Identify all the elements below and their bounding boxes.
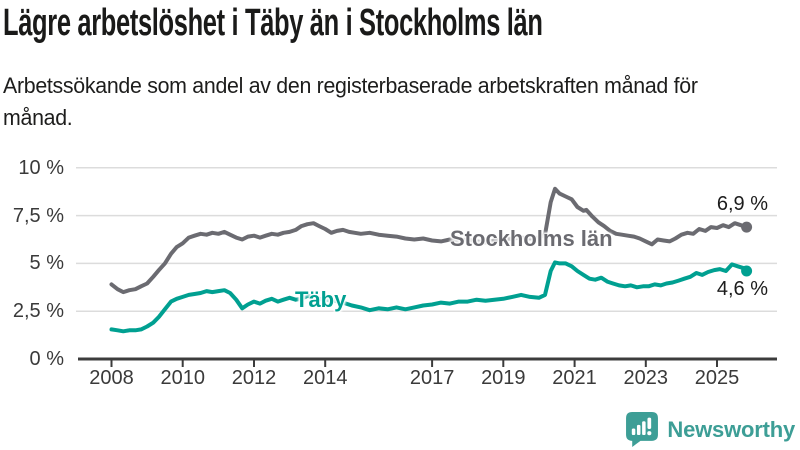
page-title: Lägre arbetslöshet i Täby än i Stockholm…: [3, 2, 800, 45]
series-end-dot-taby: [741, 265, 753, 277]
y-axis-tick-label: 7,5 %: [12, 204, 64, 227]
y-axis-tick-label: 10 %: [18, 156, 64, 179]
end-value-stockholms-lan: 6,9 %: [716, 193, 768, 215]
x-axis-tick-label: 2025: [694, 367, 740, 389]
y-axis-tick-label: 0 %: [29, 348, 64, 370]
x-axis-tick-label: 2017: [409, 367, 455, 389]
brand-name: Newsworthy: [667, 416, 795, 442]
page-title-text: Lägre arbetslöshet i Täby än i Stockholm…: [3, 2, 543, 44]
series-line-taby: [109, 260, 749, 334]
x-axis-tick-label: 2019: [481, 367, 526, 389]
chart-subtitle: Arbetssökande som andel av den registerb…: [3, 70, 781, 134]
newsworthy-logo-icon: [626, 412, 659, 447]
series-line-stockholms-lan: [109, 186, 749, 295]
series-label-stockholms-lan: Stockholms län: [450, 226, 613, 251]
x-axis-tick-label: 2014: [302, 367, 348, 389]
chart-subtitle-text: Arbetssökande som andel av den registerb…: [3, 73, 698, 130]
y-axis-tick-label: 5 %: [29, 252, 64, 275]
x-axis-tick-label: 2012: [231, 367, 277, 389]
x-axis-tick-label: 2023: [623, 367, 669, 389]
series-end-dot-stockholms-lan: [741, 221, 753, 233]
brand-footer: Newsworthy: [626, 412, 795, 447]
x-axis-tick-label: 2010: [160, 367, 205, 389]
x-axis-tick-label: 2008: [89, 367, 134, 389]
series-label-taby: Täby: [295, 287, 347, 312]
y-axis-tick-label: 2,5 %: [12, 300, 64, 323]
x-axis-tick-label: 2021: [552, 367, 597, 389]
end-value-taby: 4,6 %: [716, 278, 768, 300]
